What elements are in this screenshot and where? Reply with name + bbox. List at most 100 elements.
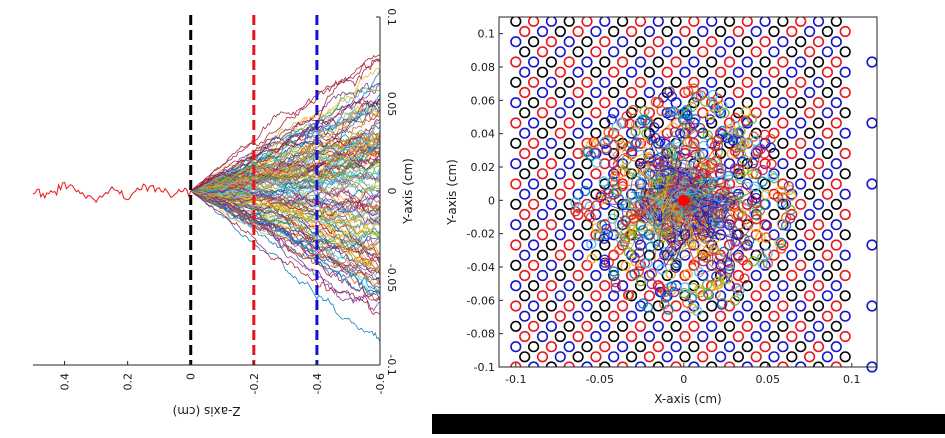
lattice-circle	[830, 259, 842, 271]
lattice-circle	[581, 280, 593, 292]
lattice-circle	[545, 198, 558, 210]
lattice-circle	[830, 341, 842, 353]
lattice-circle	[795, 259, 807, 271]
lattice-circle	[714, 310, 727, 322]
cluster-circle	[749, 154, 760, 166]
cluster-circle	[570, 197, 581, 208]
z-tick-label: 0	[185, 373, 198, 380]
lattice-circle	[545, 117, 558, 129]
lattice-circle	[590, 330, 602, 343]
lattice-circle	[759, 76, 771, 88]
lattice-circle	[795, 137, 807, 149]
lattice-circle	[839, 269, 851, 282]
lattice-circle	[714, 86, 727, 99]
cluster-circle	[692, 305, 703, 317]
lattice-circle	[777, 117, 789, 129]
lattice-circle	[839, 86, 851, 99]
lattice-circle	[536, 290, 549, 302]
lattice-circle	[786, 229, 798, 241]
lattice-circle	[616, 76, 629, 88]
lattice-circle	[510, 36, 522, 48]
lattice-circle	[741, 300, 753, 312]
lattice-circle	[786, 249, 798, 261]
lattice-circle	[661, 351, 673, 363]
right-axes-box	[498, 16, 878, 368]
lattice-circle	[786, 127, 798, 139]
lattice-circle	[777, 341, 789, 353]
lattice-circle	[590, 290, 602, 302]
cluster-trace	[665, 146, 682, 202]
lattice-circle	[599, 320, 611, 332]
trajectory-line	[190, 67, 381, 192]
lattice-circle	[786, 269, 798, 282]
cluster-trace	[621, 182, 686, 222]
trajectory-line	[190, 190, 381, 295]
lattice-circle	[581, 361, 593, 367]
lattice-circle	[572, 351, 584, 363]
lattice-circle	[803, 25, 816, 38]
lattice-circle	[572, 127, 584, 139]
lattice-circle	[750, 107, 762, 119]
cluster-circle	[665, 106, 676, 118]
lattice-circle	[536, 127, 549, 139]
lattice-circle	[670, 341, 682, 353]
cluster-circle	[694, 122, 706, 134]
lattice-circle	[777, 76, 789, 88]
lattice-circle	[750, 269, 762, 282]
lattice-circle	[821, 188, 834, 200]
lattice-circle	[652, 320, 664, 332]
cluster-circle	[591, 157, 602, 168]
lattice-circle	[839, 46, 851, 58]
cluster-circle	[755, 231, 766, 243]
cluster-circle	[734, 285, 745, 296]
lattice-circle	[759, 280, 771, 292]
lattice-circle	[536, 66, 549, 78]
z-tick-label: -0.4	[311, 373, 324, 394]
lattice-circle	[510, 341, 522, 353]
cluster-circle	[735, 173, 746, 185]
lattice-circle	[777, 320, 789, 332]
lattice-circle	[652, 300, 664, 312]
lattice-circle	[723, 280, 736, 292]
y-tick-label: 0	[488, 194, 495, 207]
lattice-circle	[803, 188, 816, 200]
cluster-circle	[769, 173, 780, 184]
lattice-circle	[732, 66, 745, 78]
cluster-circle	[630, 256, 641, 267]
lattice-circle	[830, 320, 842, 332]
lattice-circle	[554, 208, 566, 221]
lattice-circle	[803, 290, 816, 302]
lattice-circle	[830, 97, 842, 109]
cluster-circle	[702, 130, 713, 141]
lattice-circle	[723, 56, 736, 68]
lattice-circle	[554, 86, 566, 99]
lattice-circle	[786, 330, 798, 343]
lattice-circle	[741, 320, 753, 332]
z-axis-label: Z-axis (cm)	[173, 404, 241, 418]
lattice-circle	[608, 107, 620, 119]
cluster-circle	[611, 184, 623, 196]
cluster-trace	[667, 191, 712, 216]
cluster-circle	[739, 273, 750, 284]
lattice-circle	[661, 310, 673, 322]
lattice-circle	[519, 229, 531, 241]
lattice-circle	[536, 147, 549, 160]
lattice-circle	[803, 46, 816, 58]
cluster-circle	[596, 190, 607, 201]
lattice-circle	[510, 17, 522, 27]
lattice-circle	[527, 178, 540, 190]
lattice-circle	[554, 46, 566, 58]
lattice-circle	[786, 310, 798, 322]
lattice-circle	[768, 66, 780, 78]
cluster-circle	[650, 96, 661, 108]
lattice-circle	[759, 178, 771, 190]
lattice-circle	[795, 320, 807, 332]
lattice-circle	[599, 341, 611, 353]
lattice-circle	[590, 351, 602, 363]
lattice-circle	[625, 310, 638, 322]
lattice-circle	[554, 168, 566, 180]
lattice-circle	[590, 66, 602, 78]
lattice-circle	[527, 36, 540, 48]
cluster-trace	[660, 167, 700, 209]
right-panel: -0.1 -0.05 0 0.05 0.1 -0.1 -0.08 -0.06 -0.04 -0.0…	[445, 16, 878, 406]
